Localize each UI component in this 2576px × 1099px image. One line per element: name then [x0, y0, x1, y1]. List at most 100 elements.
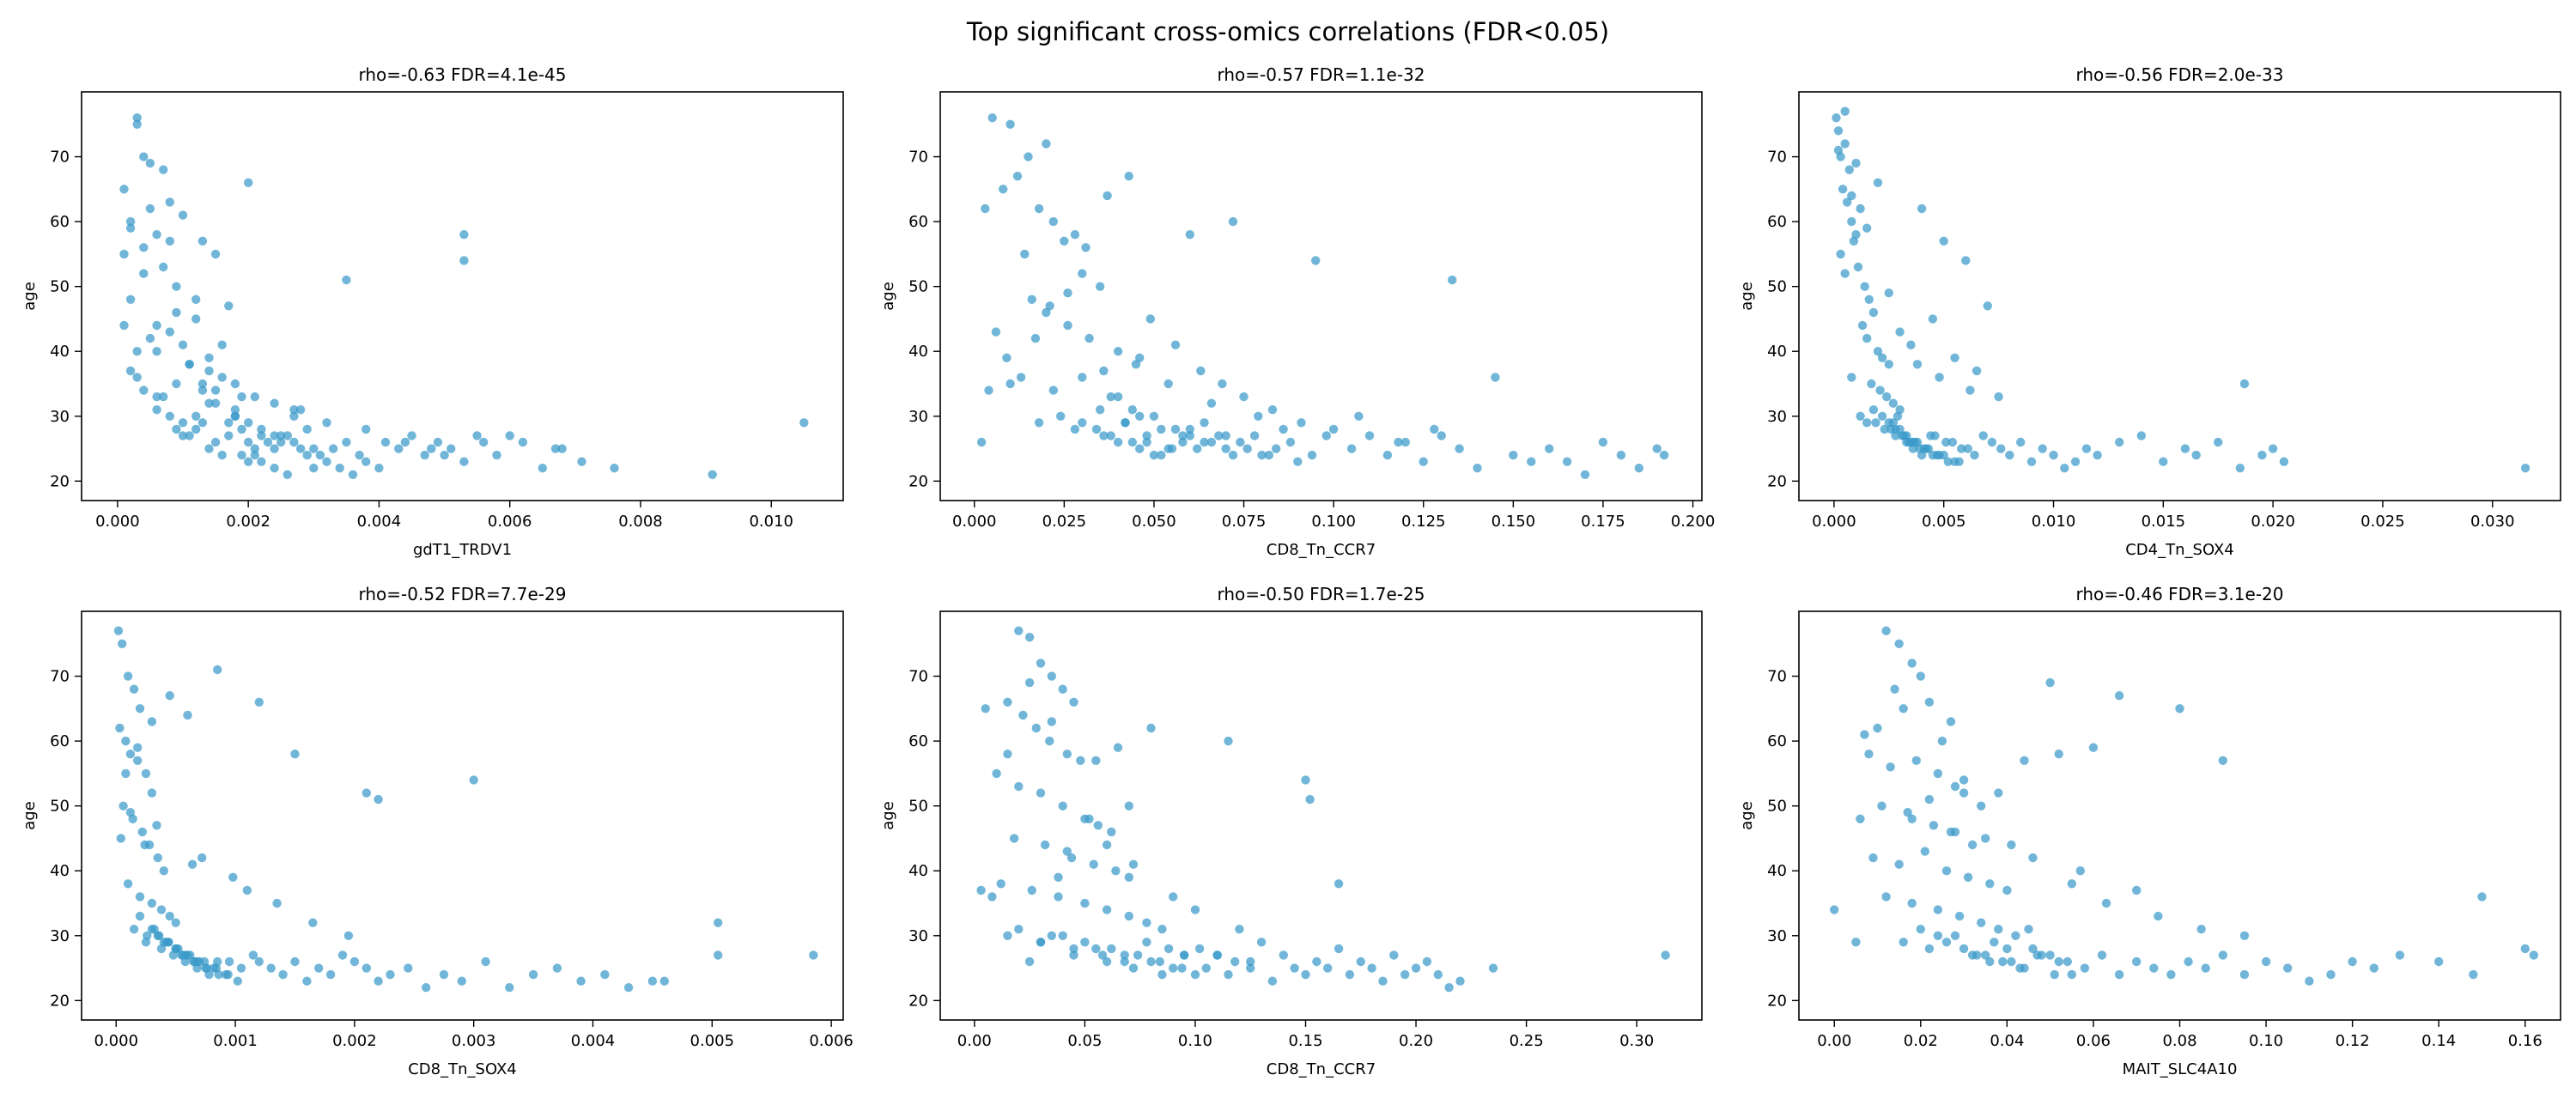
scatter-point	[248, 950, 258, 960]
plot-frame	[939, 610, 1703, 1021]
scatter-point	[2184, 956, 2193, 967]
scatter-point	[1107, 944, 1116, 954]
scatter-point	[289, 405, 299, 415]
scatter-point	[647, 976, 658, 986]
scatter-point	[1048, 386, 1059, 395]
scatter-point	[1916, 671, 1925, 681]
scatter-point	[1311, 256, 1321, 265]
scatter-point	[984, 386, 993, 395]
scatter-point	[981, 704, 990, 713]
scatter-point	[1218, 379, 1227, 389]
scatter-point	[1891, 431, 1900, 440]
x-tick-label: 0.30	[1619, 1032, 1654, 1050]
scatter-point	[2020, 756, 2029, 765]
scatter-point	[178, 418, 188, 428]
scatter-point	[270, 398, 279, 408]
scatter-point	[1020, 249, 1030, 259]
x-tick-label: 0.030	[2470, 513, 2515, 531]
scatter-point	[135, 892, 145, 902]
scatter-point	[1419, 457, 1428, 466]
scatter-point	[1433, 969, 1443, 980]
scatter-point	[1334, 944, 1344, 954]
scatter-point	[2067, 969, 2076, 980]
scatter-point	[2434, 956, 2444, 967]
scatter-point	[440, 450, 449, 460]
x-tick-label: 0.006	[488, 513, 532, 531]
scatter-point	[1661, 950, 1670, 960]
scatter-point	[1127, 437, 1138, 447]
scatter-point	[1113, 743, 1123, 752]
scatter-point	[1847, 216, 1856, 227]
scatter-point	[1062, 750, 1072, 759]
scatter-point	[1305, 794, 1315, 805]
scatter-point	[322, 457, 331, 466]
x-tick-label: 0.12	[2336, 1032, 2370, 1050]
scatter-point	[1473, 464, 1482, 473]
scatter-point	[374, 464, 384, 473]
scatter-point	[1170, 340, 1181, 349]
scatter-point	[1228, 450, 1238, 460]
scatter-point	[197, 418, 208, 428]
scatter-point	[342, 437, 351, 447]
x-tick-label: 0.025	[1042, 513, 1087, 531]
panel-title: rho=-0.46 FDR=3.1e-20	[2076, 584, 2284, 604]
scatter-point	[156, 905, 167, 914]
scatter-point	[257, 424, 266, 434]
plot-frame	[81, 610, 844, 1021]
scatter-point	[1943, 457, 1953, 466]
scatter-point	[244, 437, 253, 447]
scatter-point	[1293, 457, 1303, 466]
scatter-point	[1027, 294, 1036, 304]
scatter-point	[1040, 840, 1050, 850]
x-tick-label: 0.005	[1922, 513, 1966, 531]
scatter-point	[125, 294, 136, 304]
scatter-point	[1967, 950, 1978, 960]
scatter-point	[213, 665, 222, 675]
scatter-point	[242, 885, 252, 896]
scatter-point	[422, 983, 431, 993]
chart-panel-6: 0.00 0.02 0.04 0.06 0.08 0.10 0.12 0.14 0.16 20 30…	[1738, 584, 2561, 1078]
scatter-point	[113, 626, 124, 635]
scatter-point	[2032, 950, 2042, 960]
scatter-point	[999, 185, 1008, 194]
scatter-point	[1113, 437, 1123, 447]
scatter-point	[217, 450, 227, 460]
scatter-point	[996, 879, 1005, 889]
scatter-point	[1849, 236, 1859, 246]
scatter-point	[302, 424, 312, 434]
scatter-point	[2028, 853, 2038, 863]
scatter-point	[159, 866, 168, 876]
scatter-point	[1236, 437, 1245, 447]
x-tick-label: 0.050	[1132, 513, 1176, 531]
y-tick-label: 50	[908, 798, 928, 816]
scatter-point	[1860, 282, 1869, 291]
scatter-point	[204, 398, 214, 408]
scatter-point	[1069, 697, 1078, 707]
scatter-point	[178, 340, 188, 349]
scatter-point	[1830, 905, 1839, 914]
scatter-point	[1545, 444, 1554, 453]
scatter-point	[270, 444, 279, 453]
scatter-point	[2045, 950, 2055, 960]
y-tick-label: 20	[1767, 472, 1787, 490]
scatter-point	[270, 431, 279, 440]
scatter-point	[1950, 781, 1960, 792]
y-axis-label: age	[21, 282, 39, 311]
scatter-point	[230, 379, 240, 389]
scatter-point	[1124, 172, 1133, 181]
scatter-point	[133, 743, 143, 752]
scatter-point	[197, 379, 208, 389]
scatter-point	[1128, 963, 1139, 973]
scatter-point	[2054, 750, 2063, 759]
scatter-point	[528, 969, 538, 980]
y-tick-label: 60	[50, 732, 70, 750]
scatter-point	[439, 969, 449, 980]
scatter-point	[1961, 256, 1971, 265]
scatter-point	[1998, 956, 2008, 967]
scatter-point	[295, 405, 306, 415]
y-tick-label: 50	[1767, 278, 1787, 296]
x-tick-label: 0.25	[1510, 1032, 1544, 1050]
scatter-point	[1857, 320, 1868, 331]
scatter-point	[152, 230, 161, 240]
